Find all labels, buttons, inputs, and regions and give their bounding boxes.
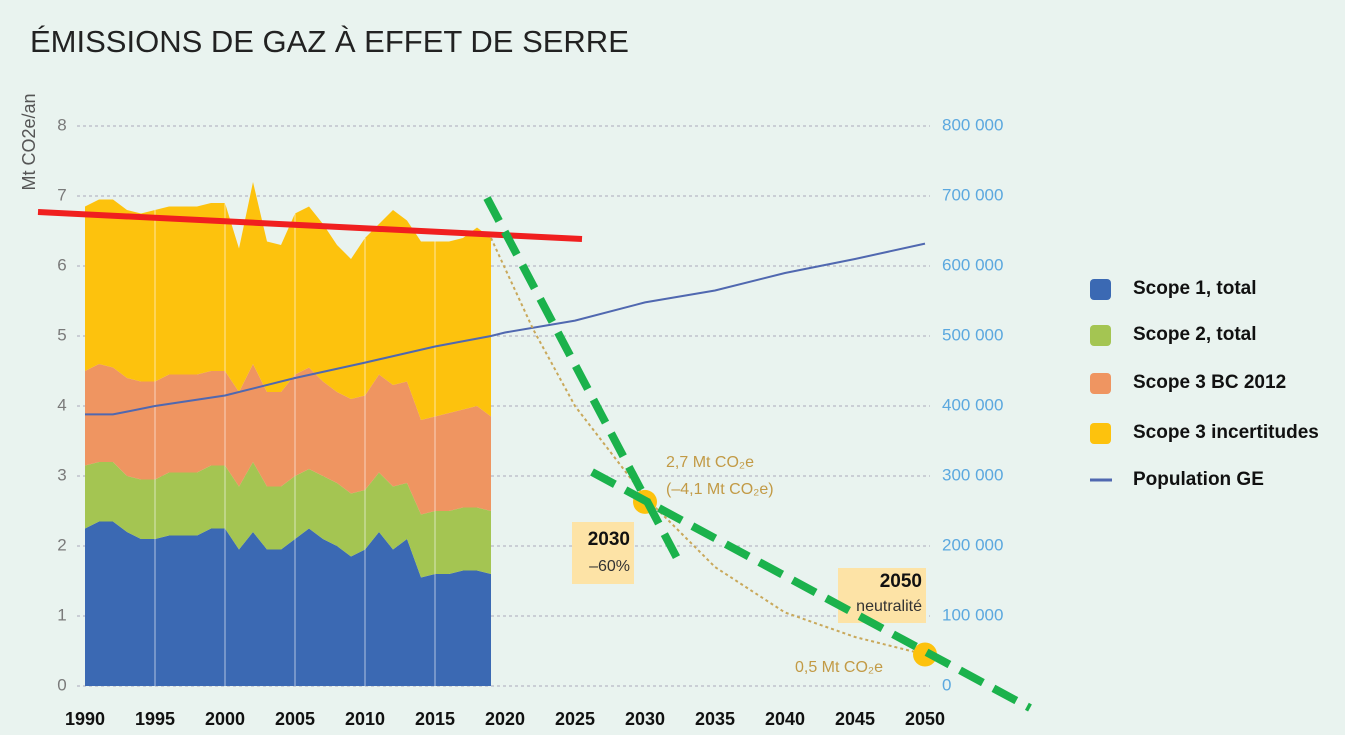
line	[85, 242, 926, 416]
legend-label: Scope 2, total	[1133, 324, 1257, 345]
trajectory	[490, 237, 926, 656]
y-tick-label: 1	[57, 605, 66, 624]
y2-tick-label: 600 000	[942, 255, 1003, 274]
x-tick-label: 2005	[275, 709, 315, 729]
legend-swatch	[1090, 279, 1111, 300]
plot: 0 1 2 3 4 5 6 7 8 0 100 000 200 000 300 000 400 000 50…	[57, 115, 1319, 728]
x-tick-label: 2050	[905, 709, 945, 729]
legend-swatch	[1090, 325, 1111, 346]
y2-tick-label: 500 000	[942, 325, 1003, 344]
annotation: 0,5 Mt CO₂e	[795, 659, 883, 676]
x-tick-label: 2035	[695, 709, 735, 729]
y2-tick-label: 100 000	[942, 605, 1003, 624]
y-tick-label: 3	[57, 465, 66, 484]
annotation: 2030	[588, 529, 630, 550]
x-tick-label: 2045	[835, 709, 875, 729]
y2-tick-label: 200 000	[942, 535, 1003, 554]
annotation: –60%	[589, 558, 630, 575]
y-tick-label: 5	[57, 325, 66, 344]
legend-label: Scope 3 incertitudes	[1133, 422, 1319, 443]
area	[85, 182, 491, 420]
y-tick-label: 6	[57, 255, 66, 274]
green-dashed-line	[590, 468, 1032, 712]
x-tick-label: 2030	[625, 709, 665, 729]
legend-label: Scope 3 BC 2012	[1133, 372, 1286, 393]
y2-tick-label: 300 000	[942, 465, 1003, 484]
target-point	[913, 642, 937, 667]
x-tick-label: 2040	[765, 709, 805, 729]
annotation-box	[838, 568, 926, 623]
x-tick-label: 2010	[345, 709, 385, 729]
y-tick-label: 8	[57, 115, 66, 134]
annotation: neutralité	[856, 598, 922, 615]
y2-tick-label: 700 000	[942, 185, 1003, 204]
area	[85, 462, 491, 578]
y2-tick-label: 400 000	[942, 395, 1003, 414]
y-axis-label: Mt CO2e/an	[19, 93, 39, 190]
area	[85, 521, 491, 686]
legend-label: Population GE	[1133, 469, 1264, 490]
y-tick-label: 0	[57, 675, 66, 694]
x-tick-label: 1995	[135, 709, 175, 729]
y2-tick-label: 800 000	[942, 115, 1003, 134]
red-line	[37, 209, 583, 242]
green-dashed-line	[483, 196, 682, 562]
x-tick-label: 2000	[205, 709, 245, 729]
y-tick-label: 7	[57, 185, 66, 204]
legend-swatch	[1090, 373, 1111, 394]
x-tick-label: 2020	[485, 709, 525, 729]
annotation: 2,7 Mt CO₂e	[666, 454, 754, 471]
overlay	[37, 196, 1032, 712]
x-tick-label: 1990	[65, 709, 105, 729]
annotation-box	[572, 522, 634, 584]
x-tick-label: 2025	[555, 709, 595, 729]
y-tick-label: 2	[57, 535, 66, 554]
annotation: (–4,1 Mt CO₂e)	[666, 481, 774, 498]
chart-title: ÉMISSIONS DE GAZ À EFFET DE SERRE	[30, 24, 629, 59]
annotation: 2050	[880, 571, 922, 592]
x-tick-label: 2015	[415, 709, 455, 729]
y2-tick-label: 0	[942, 675, 951, 694]
y-tick-label: 4	[57, 395, 66, 414]
legend-swatch	[1090, 423, 1111, 444]
legend-label: Scope 1, total	[1133, 278, 1257, 299]
